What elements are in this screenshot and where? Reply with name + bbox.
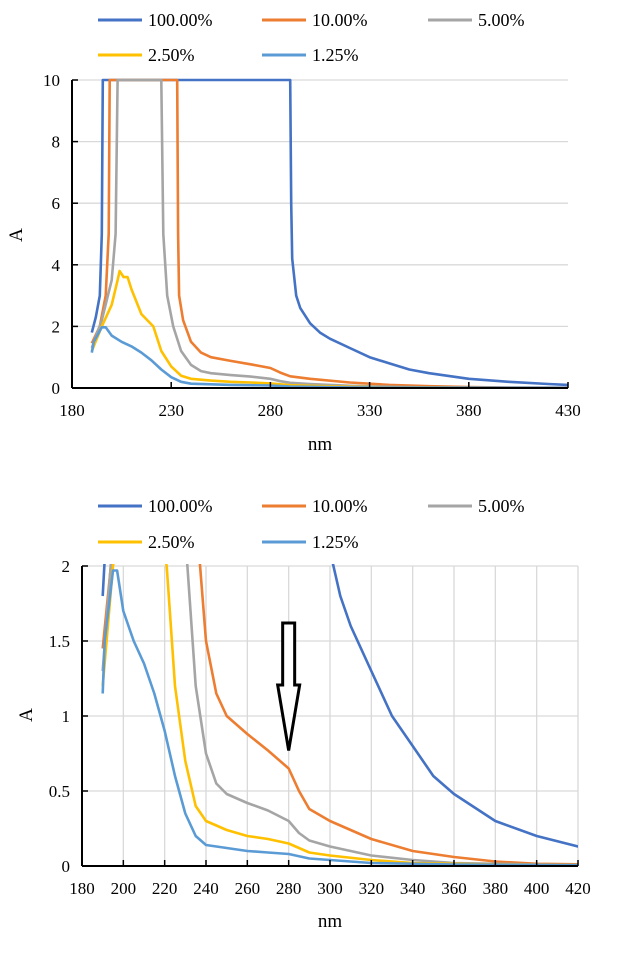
series-line-1.25% xyxy=(101,569,578,866)
legend-item: 1.25% xyxy=(262,45,359,65)
legend-label: 1.25% xyxy=(312,532,359,552)
y-tick-label: 6 xyxy=(52,194,61,213)
x-tick-label: 200 xyxy=(111,879,137,898)
legend-item: 2.50% xyxy=(98,45,195,65)
legend-item: 100.00% xyxy=(98,496,213,516)
legend-label: 2.50% xyxy=(148,532,195,552)
legend-label: 10.00% xyxy=(312,496,368,516)
y-tick-label: 10 xyxy=(43,71,60,90)
chart-1: 0 2 4 6 8 10 180 230 280 330 380 430 nm A 100.00% 10.00… xyxy=(6,10,581,455)
legend-item: 100.00% xyxy=(98,10,213,30)
x-tick-label: 340 xyxy=(400,879,426,898)
series-line-5.00% xyxy=(101,564,578,866)
chart-2: 0 0.5 1 1.5 2 180 200 220 240 260 280 300 320 340 360 3… xyxy=(16,496,591,932)
legend-item: 5.00% xyxy=(428,10,525,30)
y-tick-label: 8 xyxy=(52,133,61,152)
y-tick-label: 2 xyxy=(62,557,71,576)
x-tick-label: 380 xyxy=(456,401,482,420)
y-tick-label: 1.5 xyxy=(49,632,70,651)
legend-item: 5.00% xyxy=(428,496,525,516)
y-axis-label: A xyxy=(16,708,37,722)
legend-item: 2.50% xyxy=(98,532,195,552)
series-line-10.00% xyxy=(90,78,568,388)
series-line-2.50% xyxy=(101,564,578,866)
y-tick-label: 0 xyxy=(52,379,61,398)
legend-label: 5.00% xyxy=(478,10,525,30)
x-tick-label: 180 xyxy=(69,879,95,898)
x-tick-label: 380 xyxy=(483,879,509,898)
legend-item: 10.00% xyxy=(262,496,368,516)
legend-label: 5.00% xyxy=(478,496,525,516)
legend-item: 10.00% xyxy=(262,10,368,30)
annotation-arrow xyxy=(275,621,302,751)
series-line-10.00% xyxy=(101,564,578,866)
x-tick-label: 420 xyxy=(565,879,591,898)
x-tick-label: 280 xyxy=(258,401,284,420)
x-tick-label: 260 xyxy=(235,879,261,898)
x-tick-label: 230 xyxy=(158,401,184,420)
x-tick-label: 300 xyxy=(317,879,343,898)
y-tick-label: 0.5 xyxy=(49,782,70,801)
x-axis-label: nm xyxy=(308,434,333,455)
x-tick-label: 360 xyxy=(441,879,467,898)
legend-label: 10.00% xyxy=(312,10,368,30)
y-tick-label: 2 xyxy=(52,317,61,336)
series-line-100.00% xyxy=(90,78,568,387)
x-tick-label: 180 xyxy=(59,401,85,420)
series-line-1.25% xyxy=(90,326,568,388)
legend-item: 1.25% xyxy=(262,532,359,552)
x-tick-label: 220 xyxy=(152,879,178,898)
series-line-5.00% xyxy=(90,78,568,388)
x-tick-label: 400 xyxy=(524,879,550,898)
x-tick-label: 320 xyxy=(359,879,385,898)
x-axis-label: nm xyxy=(318,911,343,932)
y-tick-label: 4 xyxy=(52,256,61,275)
x-tick-label: 280 xyxy=(276,879,302,898)
y-tick-label: 0 xyxy=(62,857,71,876)
series-line-100.00% xyxy=(101,564,578,848)
y-tick-label: 1 xyxy=(62,707,71,726)
x-tick-label: 430 xyxy=(555,401,581,420)
legend-label: 100.00% xyxy=(148,10,213,30)
x-tick-label: 240 xyxy=(193,879,219,898)
x-tick-label: 330 xyxy=(357,401,383,420)
legend-label: 2.50% xyxy=(148,45,195,65)
legend-label: 100.00% xyxy=(148,496,213,516)
y-axis-label: A xyxy=(6,228,27,242)
legend-label: 1.25% xyxy=(312,45,359,65)
